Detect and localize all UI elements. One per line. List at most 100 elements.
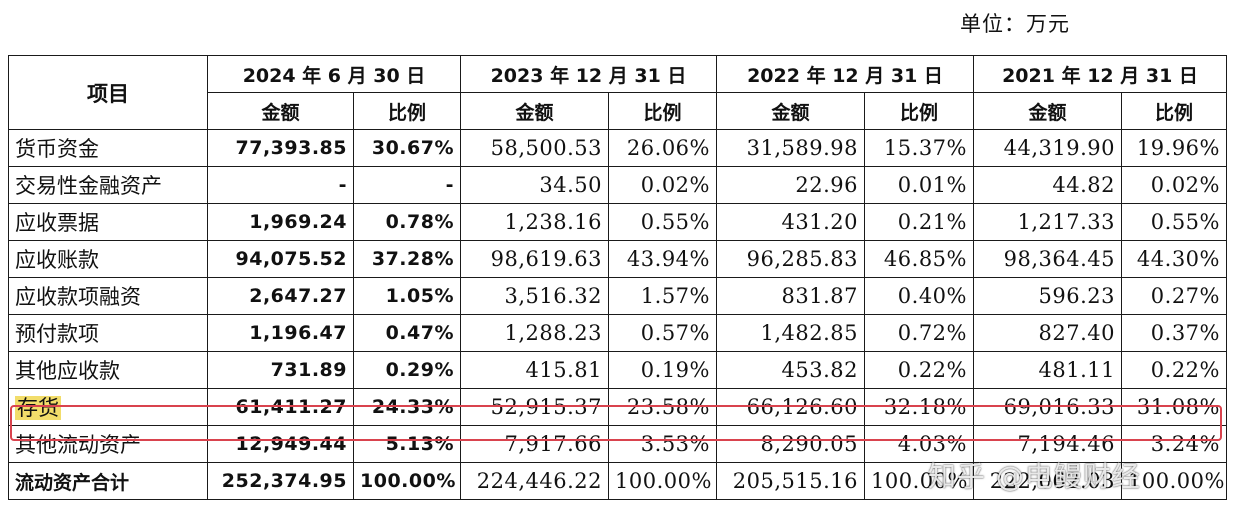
amount-cell: 58,500.53: [460, 129, 609, 167]
ratio-cell: 32.18%: [864, 388, 974, 426]
amount-cell: 12,949.44: [207, 425, 354, 463]
ratio-header: 比例: [353, 92, 461, 130]
amount-cell: 1,288.23: [460, 314, 609, 352]
ratio-cell: 0.55%: [1121, 203, 1227, 241]
ratio-cell: 23.58%: [608, 388, 717, 426]
amount-cell: 66,126.60: [716, 388, 865, 426]
ratio-cell: 26.06%: [608, 129, 717, 167]
ratio-cell: 19.96%: [1121, 129, 1227, 167]
amount-cell: 22.96: [716, 166, 865, 204]
ratio-cell: 0.27%: [1121, 277, 1227, 315]
ratio-cell: 0.78%: [353, 203, 461, 241]
amount-cell: 431.20: [716, 203, 865, 241]
ratio-cell: 46.85%: [864, 240, 974, 278]
unit-note: 单位：万元: [960, 12, 1070, 36]
table-row: 其他流动资产 12,949.44 5.13% 7,917.66 3.53% 8,290.0…: [8, 425, 1227, 463]
amount-cell: 453.82: [716, 351, 865, 389]
table-row: 其他应收款 731.89 0.29% 415.81 0.19% 453.82 0.22% 48…: [8, 351, 1227, 389]
period-header: 2022 年 12 月 31 日: [716, 55, 974, 93]
ratio-cell: 0.72%: [864, 314, 974, 352]
amount-cell: 1,482.85: [716, 314, 865, 352]
period-header: 2021 年 12 月 31 日: [973, 55, 1227, 93]
amount-cell: 44.82: [973, 166, 1122, 204]
table-row: 应收款项融资 2,647.27 1.05% 3,516.32 1.57% 831.87 0.…: [8, 277, 1227, 315]
ratio-cell: 24.33%: [353, 388, 461, 426]
row-label: 流动资产合计: [8, 462, 208, 500]
amount-cell: 7,917.66: [460, 425, 609, 463]
ratio-cell: 44.30%: [1121, 240, 1227, 278]
ratio-cell: 1.05%: [353, 277, 461, 315]
amount-cell: 205,515.16: [716, 462, 865, 500]
ratio-cell: 0.19%: [608, 351, 717, 389]
amount-cell: 415.81: [460, 351, 609, 389]
row-label: 交易性金融资产: [8, 166, 208, 204]
amount-header: 金额: [973, 92, 1122, 130]
ratio-cell: 100.00%: [864, 462, 974, 500]
amount-cell: 481.11: [973, 351, 1122, 389]
amount-cell: 731.89: [207, 351, 354, 389]
amount-cell: 1,217.33: [973, 203, 1122, 241]
row-label: 应收账款: [8, 240, 208, 278]
ratio-cell: 31.08%: [1121, 388, 1227, 426]
header-row-periods: 项目 2024 年 6 月 30 日 2023 年 12 月 31 日 2022…: [8, 55, 1227, 130]
amount-cell: 7,194.46: [973, 425, 1122, 463]
row-label: 其他应收款: [8, 351, 208, 389]
amount-cell: 8,290.05: [716, 425, 865, 463]
amount-cell: 1,238.16: [460, 203, 609, 241]
row-label: 应收款项融资: [8, 277, 208, 315]
ratio-cell: 43.94%: [608, 240, 717, 278]
amount-header: 金额: [460, 92, 609, 130]
ratio-cell: 3.53%: [608, 425, 717, 463]
ratio-cell: 0.02%: [1121, 166, 1227, 204]
amount-cell: 77,393.85: [207, 129, 354, 167]
header-row-columns: 金额 比例 金额 比例 金额 比例 金额 比例: [9, 92, 1227, 130]
amount-cell: 1,196.47: [207, 314, 354, 352]
row-label: 应收票据: [8, 203, 208, 241]
ratio-header: 比例: [608, 92, 717, 130]
ratio-cell: 37.28%: [353, 240, 461, 278]
amount-header: 金额: [207, 92, 354, 130]
amount-cell: 98,619.63: [460, 240, 609, 278]
table-row: 预付款项 1,196.47 0.47% 1,288.23 0.57% 1,482.85 0.…: [8, 314, 1227, 352]
table-row: 交易性金融资产 - -34.50 0.02% 22.96 0.01% 44.82 0.02%: [8, 166, 1227, 204]
amount-cell: 94,075.52: [207, 240, 354, 278]
row-label: 其他流动资产: [8, 425, 208, 463]
ratio-cell: 100.00%: [608, 462, 717, 500]
amount-cell: 827.40: [973, 314, 1122, 352]
amount-cell: 3,516.32: [460, 277, 609, 315]
amount-cell: 52,915.37: [460, 388, 609, 426]
ratio-cell: 1.57%: [608, 277, 717, 315]
period-header: 2024 年 6 月 30 日: [207, 55, 461, 93]
ratio-cell: 0.47%: [353, 314, 461, 352]
ratio-cell: 0.40%: [864, 277, 974, 315]
table-row: 货币资金 77,393.85 30.67% 58,500.53 26.06% 31,589…: [8, 129, 1227, 167]
table-row: 应收账款 94,075.52 37.28% 98,619.63 43.94% 96,285…: [8, 240, 1227, 278]
amount-cell: -: [207, 166, 354, 204]
ratio-cell: 0.37%: [1121, 314, 1227, 352]
ratio-cell: 0.01%: [864, 166, 974, 204]
ratio-cell: 15.37%: [864, 129, 974, 167]
row-label: 存货: [8, 388, 208, 426]
amount-cell: 69,016.33: [973, 388, 1122, 426]
current-assets-table: 项目 2024 年 6 月 30 日 2023 年 12 月 31 日 2022…: [8, 55, 1227, 500]
ratio-cell: 100.00%: [353, 462, 461, 500]
highlighted-label: 存货: [15, 396, 61, 420]
amount-cell: 98,364.45: [973, 240, 1122, 278]
period-header: 2023 年 12 月 31 日: [460, 55, 717, 93]
ratio-cell: 4.03%: [864, 425, 974, 463]
ratio-cell: 0.22%: [1121, 351, 1227, 389]
amount-cell: 596.23: [973, 277, 1122, 315]
table-row: 流动资产合计 252,374.95 100.00% 224,446.22 100.00%…: [8, 462, 1227, 500]
ratio-cell: 100.00%: [1121, 462, 1227, 500]
ratio-cell: 0.22%: [864, 351, 974, 389]
ratio-cell: 5.13%: [353, 425, 461, 463]
ratio-cell: 0.02%: [608, 166, 717, 204]
ratio-cell: 0.55%: [608, 203, 717, 241]
ratio-cell: -: [353, 166, 461, 204]
amount-cell: 34.50: [460, 166, 609, 204]
amount-cell: 252,374.95: [207, 462, 354, 500]
amount-cell: 224,446.22: [460, 462, 609, 500]
amount-cell: 96,285.83: [716, 240, 865, 278]
ratio-header: 比例: [1121, 92, 1227, 130]
amount-cell: 831.87: [716, 277, 865, 315]
